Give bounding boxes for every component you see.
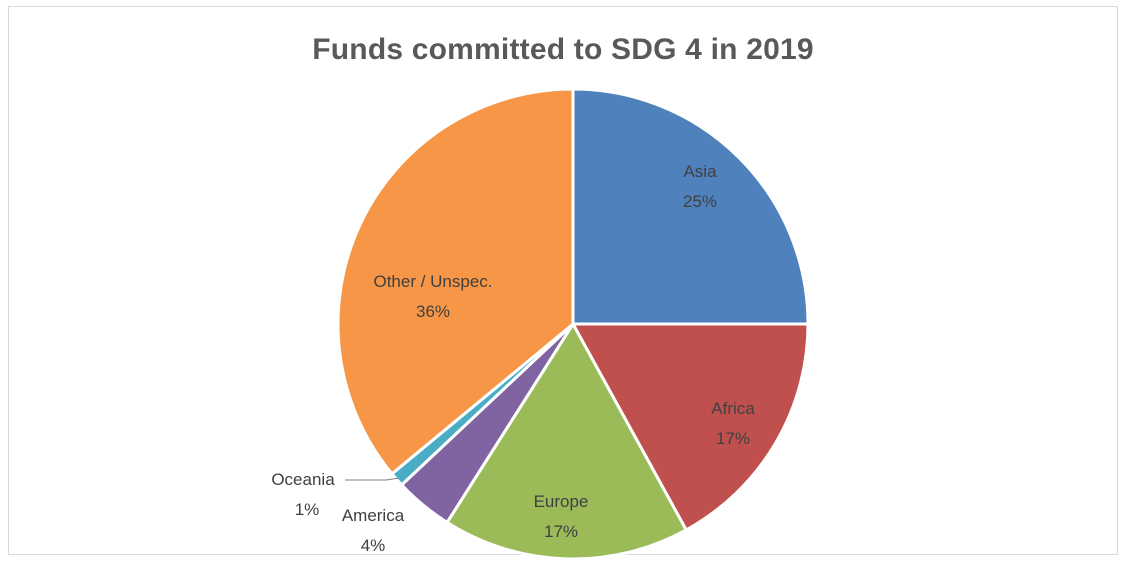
pie-slice-other-unspec — [336, 87, 575, 476]
chart-title: Funds committed to SDG 4 in 2019 — [312, 33, 814, 66]
slice-value-label-america: 4% — [361, 536, 386, 555]
slice-value-label-africa: 17% — [716, 429, 750, 448]
slice-labels: Asia 25% Africa 17% Europe 17% America 4% Oceani… — [271, 162, 755, 555]
leader-lines — [345, 477, 399, 481]
slice-value-label-asia: 25% — [683, 192, 717, 211]
slice-label-other-unspec: Other / Unspec. — [373, 272, 492, 291]
slice-value-label-other-unspec: 36% — [416, 302, 450, 321]
slice-value-label-europe: 17% — [544, 522, 578, 541]
pie-slice-africa — [571, 322, 810, 532]
slice-label-europe: Europe — [534, 492, 589, 511]
slice-label-africa: Africa — [711, 399, 755, 418]
pie-slice-asia — [571, 87, 810, 326]
slice-value-label-oceania: 1% — [295, 500, 320, 519]
slice-label-america: America — [342, 506, 405, 525]
slice-label-asia: Asia — [683, 162, 717, 181]
slice-label-oceania: Oceania — [271, 470, 335, 489]
pie-slices — [336, 87, 810, 561]
leader-line-oceania — [345, 477, 399, 481]
pie-slice-europe — [445, 322, 688, 561]
